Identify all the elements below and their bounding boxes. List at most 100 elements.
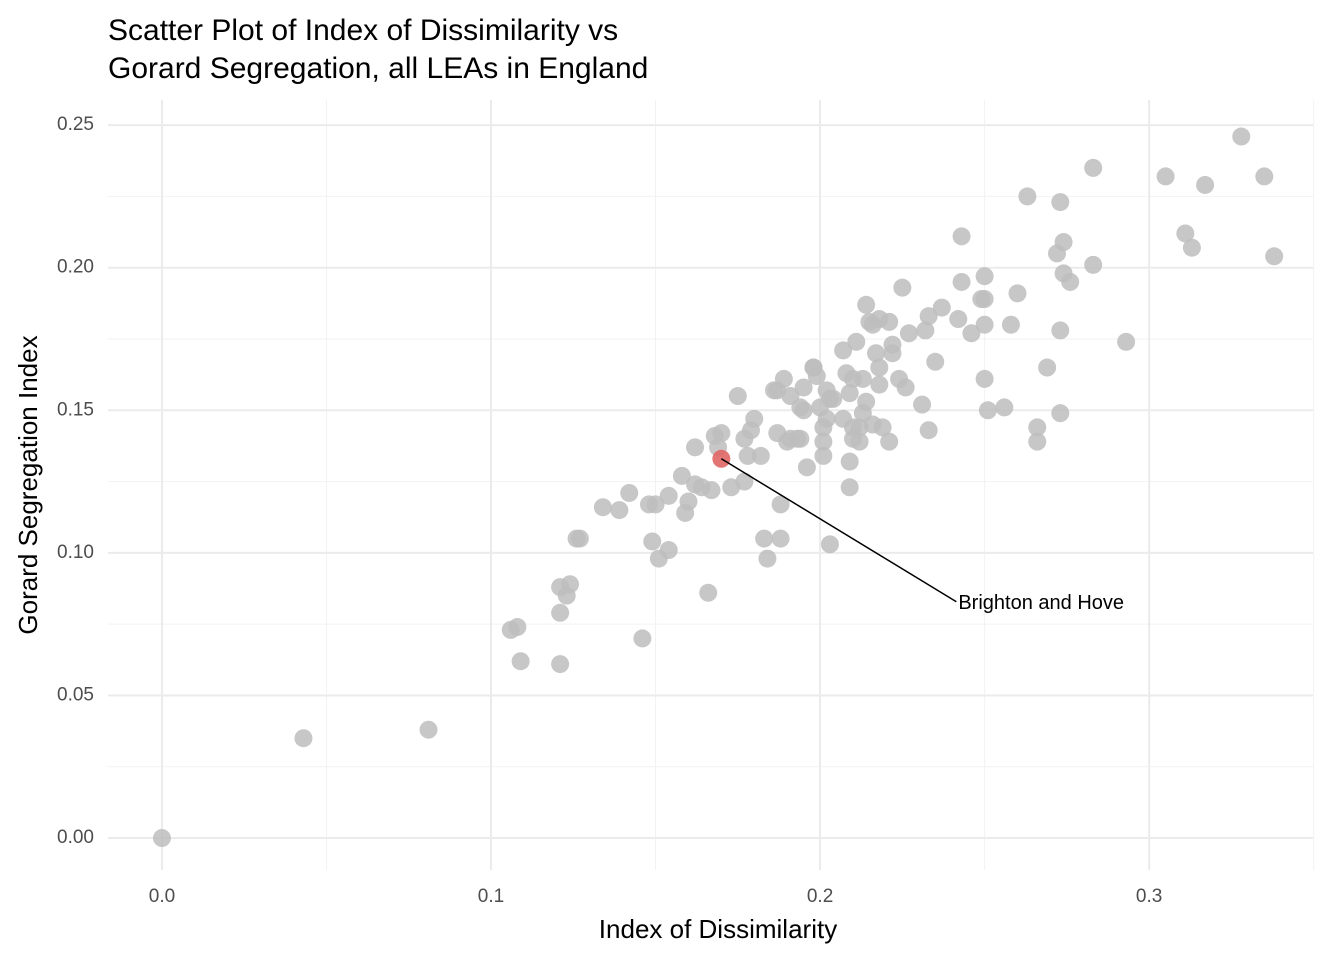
- point: [1156, 167, 1175, 186]
- point: [712, 424, 731, 443]
- point: [952, 227, 971, 246]
- point: [975, 369, 994, 388]
- y-tick-label: 0.00: [57, 827, 94, 848]
- point: [1054, 233, 1073, 252]
- point: [620, 483, 639, 502]
- point: [728, 387, 747, 406]
- point: [807, 367, 826, 386]
- y-tick-label: 0.25: [57, 114, 94, 135]
- point: [857, 392, 876, 411]
- point: [975, 315, 994, 334]
- point: [419, 720, 438, 739]
- point: [771, 495, 790, 514]
- point: [893, 278, 912, 297]
- point: [926, 352, 945, 371]
- point: [1176, 224, 1195, 243]
- x-tick-label: 0.3: [1136, 886, 1162, 907]
- point: [975, 267, 994, 286]
- point: [1051, 321, 1070, 340]
- point: [870, 375, 889, 394]
- point: [978, 401, 997, 420]
- point: [1232, 127, 1251, 146]
- point: [847, 332, 866, 351]
- y-axis-title: Gorard Segregation Index: [13, 335, 43, 634]
- point: [745, 409, 764, 428]
- point: [551, 655, 570, 674]
- point: [1001, 315, 1020, 334]
- point: [814, 446, 833, 465]
- chart-title: Gorard Segregation, all LEAs in England: [108, 52, 648, 85]
- point: [679, 492, 698, 511]
- point: [1051, 193, 1070, 212]
- point: [952, 272, 971, 291]
- point: [794, 401, 813, 420]
- point: [913, 395, 932, 414]
- point: [820, 535, 839, 554]
- point: [1028, 432, 1047, 451]
- point: [857, 295, 876, 314]
- point: [817, 409, 836, 428]
- point: [593, 498, 612, 517]
- point: [1265, 247, 1284, 266]
- point: [560, 575, 579, 594]
- point: [853, 369, 872, 388]
- point: [659, 486, 678, 505]
- point: [633, 629, 652, 648]
- point: [919, 421, 938, 440]
- point: [758, 549, 777, 568]
- y-tick-label: 0.10: [57, 542, 94, 563]
- point: [771, 529, 790, 548]
- point: [824, 389, 843, 408]
- point: [643, 532, 662, 551]
- point: [774, 369, 793, 388]
- point: [995, 398, 1014, 417]
- point: [659, 541, 678, 560]
- point: [949, 310, 968, 329]
- point: [883, 335, 902, 354]
- point: [686, 438, 705, 457]
- point: [1196, 175, 1215, 194]
- y-tick-label: 0.15: [57, 399, 94, 420]
- point: [975, 290, 994, 309]
- point: [797, 458, 816, 477]
- point: [1028, 418, 1047, 437]
- point: [294, 729, 313, 748]
- point: [551, 603, 570, 622]
- point: [738, 446, 757, 465]
- point: [899, 324, 918, 343]
- point: [850, 432, 869, 451]
- point: [1038, 358, 1057, 377]
- y-tick-label: 0.20: [57, 257, 94, 278]
- x-tick-label: 0.0: [149, 886, 175, 907]
- point: [834, 341, 853, 360]
- point: [1008, 284, 1027, 303]
- point: [932, 298, 951, 317]
- point: [646, 495, 665, 514]
- point: [672, 466, 691, 485]
- y-tick-label: 0.05: [57, 684, 94, 705]
- point: [916, 321, 935, 340]
- x-tick-label: 0.1: [478, 886, 504, 907]
- point: [1018, 187, 1037, 206]
- point: [152, 829, 171, 848]
- point: [1182, 238, 1201, 257]
- point: [814, 432, 833, 451]
- point: [840, 478, 859, 497]
- point: [840, 452, 859, 471]
- point: [873, 418, 892, 437]
- point: [1061, 272, 1080, 291]
- point: [896, 378, 915, 397]
- point: [1084, 255, 1103, 274]
- annotation-label: Brighton and Hove: [958, 592, 1124, 614]
- point: [880, 312, 899, 331]
- point: [791, 429, 810, 448]
- point: [610, 501, 629, 520]
- point: [570, 529, 589, 548]
- point: [1051, 404, 1070, 423]
- point: [1117, 332, 1136, 351]
- point: [735, 472, 754, 491]
- point: [962, 324, 981, 343]
- point: [919, 307, 938, 326]
- x-axis-title: Index of Dissimilarity: [599, 914, 837, 944]
- point: [702, 481, 721, 500]
